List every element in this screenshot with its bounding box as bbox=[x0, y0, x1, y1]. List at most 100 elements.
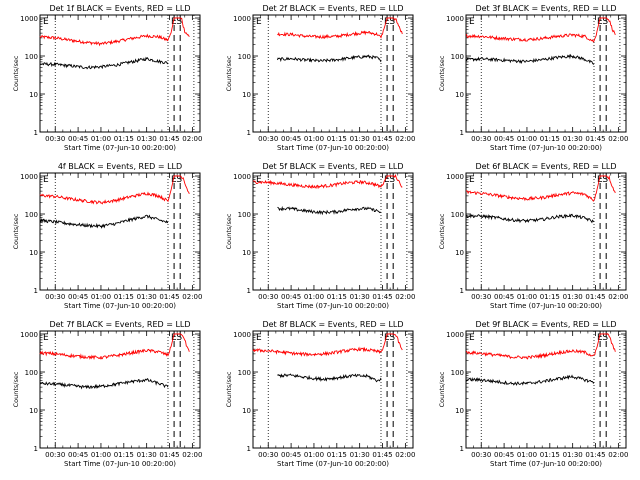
plot-frame bbox=[252, 330, 414, 449]
marker-e: E bbox=[597, 175, 603, 185]
marker-e-left: E bbox=[43, 175, 49, 185]
y-tick-label: 1 bbox=[247, 445, 251, 453]
series-lld-line bbox=[39, 333, 190, 361]
x-tick-label: 01:00 bbox=[304, 451, 324, 459]
series-lld-line bbox=[465, 17, 616, 43]
y-tick-label: 100 bbox=[451, 211, 464, 219]
marker-s: S bbox=[602, 17, 608, 27]
series-lld-line bbox=[465, 333, 616, 360]
marker-e: E bbox=[171, 333, 177, 343]
x-tick-label: 02:00 bbox=[608, 293, 628, 301]
x-axis-label: Start Time (07-Jun-10 00:20:00) bbox=[64, 144, 176, 152]
x-tick-label: 02:00 bbox=[182, 293, 202, 301]
x-tick-label: 01:45 bbox=[585, 293, 605, 301]
y-tick-label: 10 bbox=[242, 407, 251, 415]
x-tick-label: 01:45 bbox=[372, 293, 392, 301]
x-tick-label: 01:45 bbox=[372, 451, 392, 459]
x-tick-label: 01:30 bbox=[137, 451, 157, 459]
y-tick-label: 1 bbox=[34, 287, 38, 295]
x-tick-label: 01:45 bbox=[585, 135, 605, 143]
marker-e-left: E bbox=[43, 333, 49, 343]
x-tick-label: 01:00 bbox=[517, 451, 537, 459]
marker-e-left: E bbox=[469, 17, 475, 27]
y-tick-label: 10 bbox=[455, 91, 464, 99]
x-tick-label: 01:30 bbox=[350, 293, 370, 301]
y-axis-label: Counts/sec bbox=[12, 213, 20, 249]
marker-e: E bbox=[171, 17, 177, 27]
y-tick-label: 1000 bbox=[446, 15, 464, 23]
marker-e: E bbox=[384, 175, 390, 185]
y-tick-label: 1 bbox=[247, 129, 251, 137]
x-tick-label: 01:15 bbox=[327, 135, 347, 143]
x-axis-label: Start Time (07-Jun-10 00:20:00) bbox=[64, 460, 176, 468]
x-tick-label: 00:30 bbox=[45, 293, 65, 301]
series-lld-line bbox=[39, 175, 190, 205]
plot-frame bbox=[39, 172, 201, 291]
y-tick-label: 100 bbox=[238, 53, 251, 61]
y-tick-label: 1 bbox=[460, 287, 464, 295]
plot-frame bbox=[39, 330, 201, 449]
y-axis-label: Counts/sec bbox=[12, 55, 20, 91]
marker-s: S bbox=[389, 333, 395, 343]
x-axis-label: Start Time (07-Jun-10 00:20:00) bbox=[64, 302, 176, 310]
marker-e-left: E bbox=[256, 17, 262, 27]
x-tick-label: 02:00 bbox=[608, 451, 628, 459]
x-tick-label: 01:00 bbox=[91, 451, 111, 459]
marker-e: E bbox=[597, 333, 603, 343]
chart-panel-9: Det 9f BLACK = Events, RED = LLD 1 10 100 10… bbox=[438, 320, 628, 468]
y-tick-label: 1 bbox=[460, 445, 464, 453]
y-axis-label: Counts/sec bbox=[12, 371, 20, 407]
x-tick-label: 00:45 bbox=[494, 293, 514, 301]
x-tick-label: 00:45 bbox=[68, 293, 88, 301]
x-tick-label: 00:30 bbox=[258, 135, 278, 143]
y-tick-label: 1000 bbox=[20, 173, 38, 181]
series-lld-line bbox=[277, 17, 403, 40]
x-tick-label: 01:15 bbox=[114, 135, 134, 143]
y-axis-label: Counts/sec bbox=[438, 371, 446, 407]
marker-s: S bbox=[176, 175, 182, 185]
marker-e: E bbox=[384, 333, 390, 343]
y-tick-label: 1 bbox=[34, 445, 38, 453]
x-tick-label: 00:30 bbox=[471, 451, 491, 459]
y-tick-label: 10 bbox=[455, 249, 464, 257]
y-axis-label: Counts/sec bbox=[225, 55, 233, 91]
y-tick-label: 1000 bbox=[446, 173, 464, 181]
x-tick-label: 00:30 bbox=[45, 451, 65, 459]
y-axis-label: Counts/sec bbox=[438, 55, 446, 91]
marker-s: S bbox=[602, 175, 608, 185]
plot-frame bbox=[465, 330, 627, 449]
y-tick-label: 1000 bbox=[20, 15, 38, 23]
plot-frame bbox=[39, 14, 201, 133]
x-tick-label: 02:00 bbox=[608, 135, 628, 143]
marker-e: E bbox=[597, 17, 603, 27]
x-tick-label: 01:15 bbox=[114, 293, 134, 301]
y-tick-label: 1000 bbox=[233, 15, 251, 23]
chart-title: Det 7f BLACK = Events, RED = LLD bbox=[49, 320, 190, 329]
series-events-line bbox=[277, 373, 382, 383]
chart-panel-7: Det 7f BLACK = Events, RED = LLD 1 10 100 10… bbox=[12, 320, 202, 468]
marker-s: S bbox=[176, 333, 182, 343]
chart-title: Det 9f BLACK = Events, RED = LLD bbox=[475, 320, 616, 329]
marker-e-left: E bbox=[469, 333, 475, 343]
y-tick-label: 100 bbox=[25, 211, 38, 219]
x-tick-label: 01:15 bbox=[540, 135, 560, 143]
series-lld-line bbox=[39, 17, 190, 47]
marker-s: S bbox=[602, 333, 608, 343]
x-tick-label: 01:45 bbox=[372, 135, 392, 143]
x-tick-label: 00:45 bbox=[68, 451, 88, 459]
y-tick-label: 1 bbox=[460, 129, 464, 137]
chart-panel-2: Det 2f BLACK = Events, RED = LLD 1 10 100 10… bbox=[225, 4, 415, 152]
x-tick-label: 00:45 bbox=[494, 451, 514, 459]
y-tick-label: 100 bbox=[238, 211, 251, 219]
x-axis-label: Start Time (07-Jun-10 00:20:00) bbox=[277, 302, 389, 310]
x-axis-label: Start Time (07-Jun-10 00:20:00) bbox=[490, 460, 602, 468]
x-tick-label: 00:30 bbox=[471, 135, 491, 143]
chart-title: Det 3f BLACK = Events, RED = LLD bbox=[475, 4, 616, 13]
x-tick-label: 00:45 bbox=[281, 135, 301, 143]
series-events-line bbox=[39, 214, 169, 229]
marker-e-left: E bbox=[256, 175, 262, 185]
y-tick-label: 10 bbox=[242, 91, 251, 99]
x-tick-label: 01:30 bbox=[563, 293, 583, 301]
marker-s: S bbox=[389, 175, 395, 185]
